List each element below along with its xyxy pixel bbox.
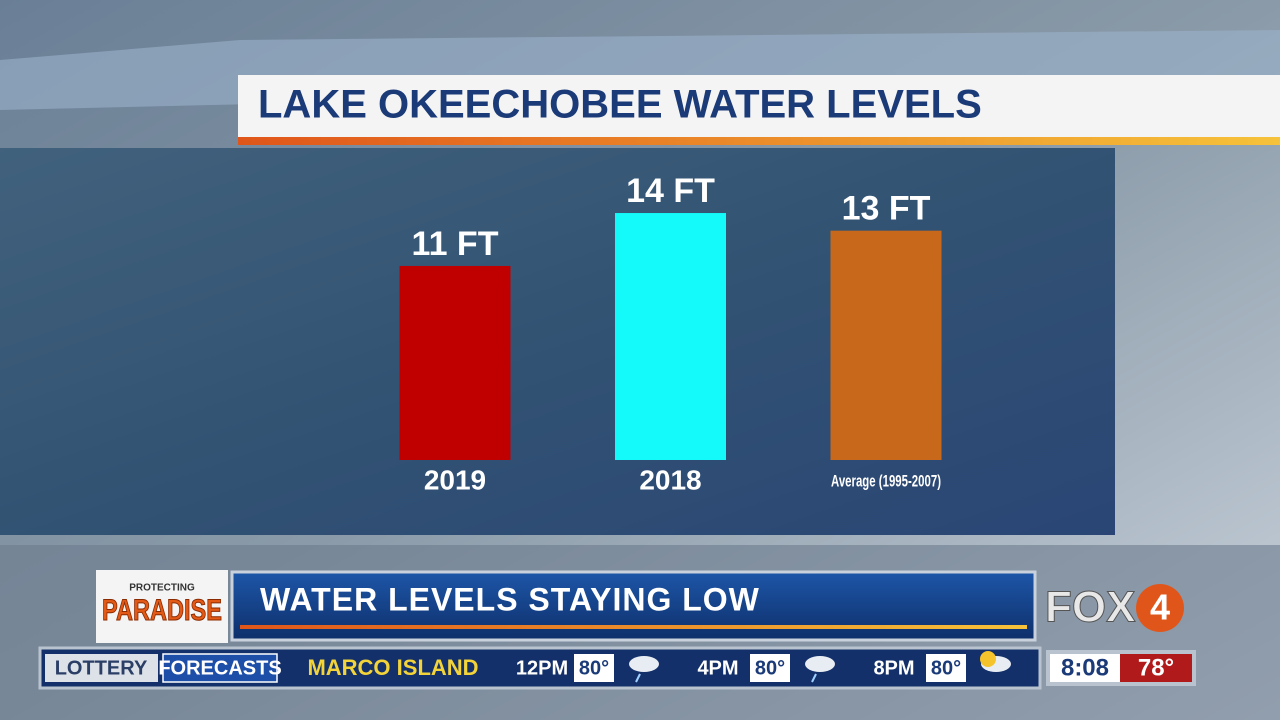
forecast-time: 4PM	[697, 657, 738, 679]
temp-box	[574, 654, 614, 682]
weather-rain	[635, 673, 641, 683]
clock-box	[1050, 654, 1120, 682]
clock: 8:08	[1061, 654, 1109, 681]
station-name: FOX	[1045, 583, 1135, 632]
ticker-location: MARCO ISLAND	[307, 655, 478, 680]
forecast-time: 8PM	[873, 657, 914, 679]
weather-rain	[811, 673, 817, 683]
bar	[615, 213, 726, 460]
value-label: 11 FT	[412, 225, 499, 263]
temp-box	[1120, 654, 1192, 682]
chart-panel	[0, 148, 1115, 535]
temp-box	[926, 654, 966, 682]
category-label: 2019	[424, 464, 486, 495]
logo-top: PROTECTING	[129, 583, 195, 594]
station-badge	[1136, 584, 1184, 632]
chart-title: LAKE OKEECHOBEE WATER LEVELS	[258, 83, 982, 127]
forecast: 12PM 80° 4PM 80° 8PM 80°	[516, 651, 1011, 683]
bar	[830, 230, 942, 460]
bars: 11 FT 2019 14 FT 2018 13 FT Average (1995-200…	[399, 172, 942, 495]
forecast-temp: 80°	[579, 657, 609, 679]
value-label: 13 FT	[842, 190, 931, 228]
forecast-temp: 80°	[755, 657, 785, 679]
title-bar	[238, 75, 1280, 137]
headline: WATER LEVELS STAYING LOW	[260, 581, 760, 617]
category-label: 2018	[639, 464, 701, 495]
weather-icon	[805, 656, 835, 672]
tab-lottery[interactable]	[45, 654, 158, 682]
tab-forecasts[interactable]	[162, 653, 278, 683]
headline-stripe	[240, 625, 1027, 629]
tab-label: FORECASTS	[158, 657, 281, 679]
title-stripe	[238, 137, 1280, 145]
weather-sun	[980, 651, 996, 667]
logo-box	[96, 570, 228, 643]
current-temp: 78°	[1138, 654, 1174, 681]
forecast-temp: 80°	[931, 657, 961, 679]
forecast-time: 12PM	[516, 657, 568, 679]
temp-box	[750, 654, 790, 682]
station-number: 4	[1150, 587, 1170, 628]
category-label: Average (1995-2007)	[831, 471, 941, 490]
bar	[399, 265, 511, 460]
value-label: 14 FT	[626, 172, 715, 210]
tab-label: LOTTERY	[55, 657, 148, 679]
weather-icon	[629, 656, 659, 672]
logo-main: PARADISE	[102, 594, 222, 627]
